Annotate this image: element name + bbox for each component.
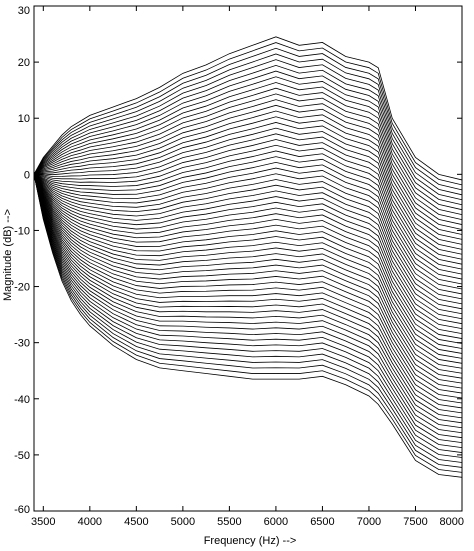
series-line (33, 167, 463, 295)
series-line (33, 174, 463, 334)
series-line (33, 174, 463, 414)
series-line (33, 174, 463, 434)
x-tick-label: 6000 (264, 516, 288, 528)
series-line (33, 36, 463, 181)
series-line (33, 174, 463, 349)
series-line (33, 104, 463, 240)
series-line (33, 76, 463, 216)
series-line (33, 174, 463, 473)
series-line (33, 59, 463, 201)
x-tick-label: 5500 (217, 516, 241, 528)
y-tick-label: -60 (14, 504, 30, 516)
series-line (33, 127, 463, 260)
series-line (33, 174, 463, 330)
series-group (33, 36, 463, 478)
series-line (33, 174, 463, 399)
series-line (33, 174, 463, 374)
series-line (33, 174, 463, 448)
series-line (33, 116, 463, 250)
series-line (33, 82, 463, 220)
series-line (33, 174, 463, 379)
series-line (33, 174, 463, 384)
series-line (33, 174, 463, 354)
series-line (33, 174, 463, 305)
series-line (33, 174, 463, 364)
series-line (33, 173, 463, 300)
series-line (33, 174, 463, 468)
series-line (33, 174, 463, 439)
x-tick-label: 4500 (124, 516, 148, 528)
x-axis-ticks: 3500 4000 4500 5000 5500 6000 6500 7000 7500 8000 (31, 6, 464, 528)
series-line (33, 174, 463, 339)
series-line (33, 174, 463, 359)
y-axis-ticks: 30 20 10 0 -10 -20 -30 -40 -50 -60 (14, 5, 462, 516)
series-line (33, 156, 463, 285)
y-tick-label: 20 (18, 57, 30, 69)
series-line (33, 110, 463, 245)
series-line (33, 174, 463, 325)
series-line (33, 174, 463, 429)
x-tick-label: 7000 (357, 516, 381, 528)
series-line (33, 93, 463, 230)
series-line (33, 174, 463, 409)
y-tick-label: 10 (18, 113, 30, 125)
series-line (33, 47, 463, 191)
series-line (33, 174, 463, 424)
x-tick-label: 7500 (403, 516, 427, 528)
series-line (33, 42, 463, 186)
series-line (33, 139, 463, 270)
x-tick-label: 5000 (171, 516, 195, 528)
y-tick-label: 0 (24, 169, 30, 181)
y-tick-label: -50 (14, 450, 30, 462)
series-line (33, 144, 463, 275)
series-line (33, 174, 463, 315)
y-tick-label: -30 (14, 338, 30, 350)
series-line (33, 122, 463, 255)
y-tick-label: 30 (18, 5, 30, 17)
series-line (33, 53, 463, 196)
plot-area (33, 5, 463, 512)
series-line (33, 87, 463, 225)
series-line (33, 174, 463, 453)
series-line (33, 174, 463, 389)
series-line (33, 174, 463, 310)
y-tick-label: -40 (14, 394, 30, 406)
series-line (33, 174, 463, 444)
series-line (33, 70, 463, 211)
x-tick-label: 8000 (440, 516, 464, 528)
series-line (33, 174, 463, 394)
series-line (33, 174, 463, 344)
series-line (33, 174, 463, 463)
series-line (33, 174, 463, 320)
series-line (33, 174, 463, 458)
series-line (33, 174, 463, 369)
series-line (33, 150, 463, 280)
y-axis-label: Magnitude (dB) --> (2, 209, 14, 301)
x-axis-label: Frequency (Hz) --> (204, 535, 297, 547)
series-line (33, 174, 463, 478)
series-line (33, 161, 463, 290)
series-line (33, 64, 463, 206)
series-line (33, 133, 463, 265)
y-tick-label: -20 (14, 282, 30, 294)
series-line (33, 174, 463, 404)
y-tick-label: -10 (14, 225, 30, 237)
x-tick-label: 4000 (78, 516, 102, 528)
series-line (33, 99, 463, 235)
series-line (33, 174, 463, 419)
x-tick-label: 6500 (310, 516, 334, 528)
x-tick-label: 3500 (31, 516, 55, 528)
